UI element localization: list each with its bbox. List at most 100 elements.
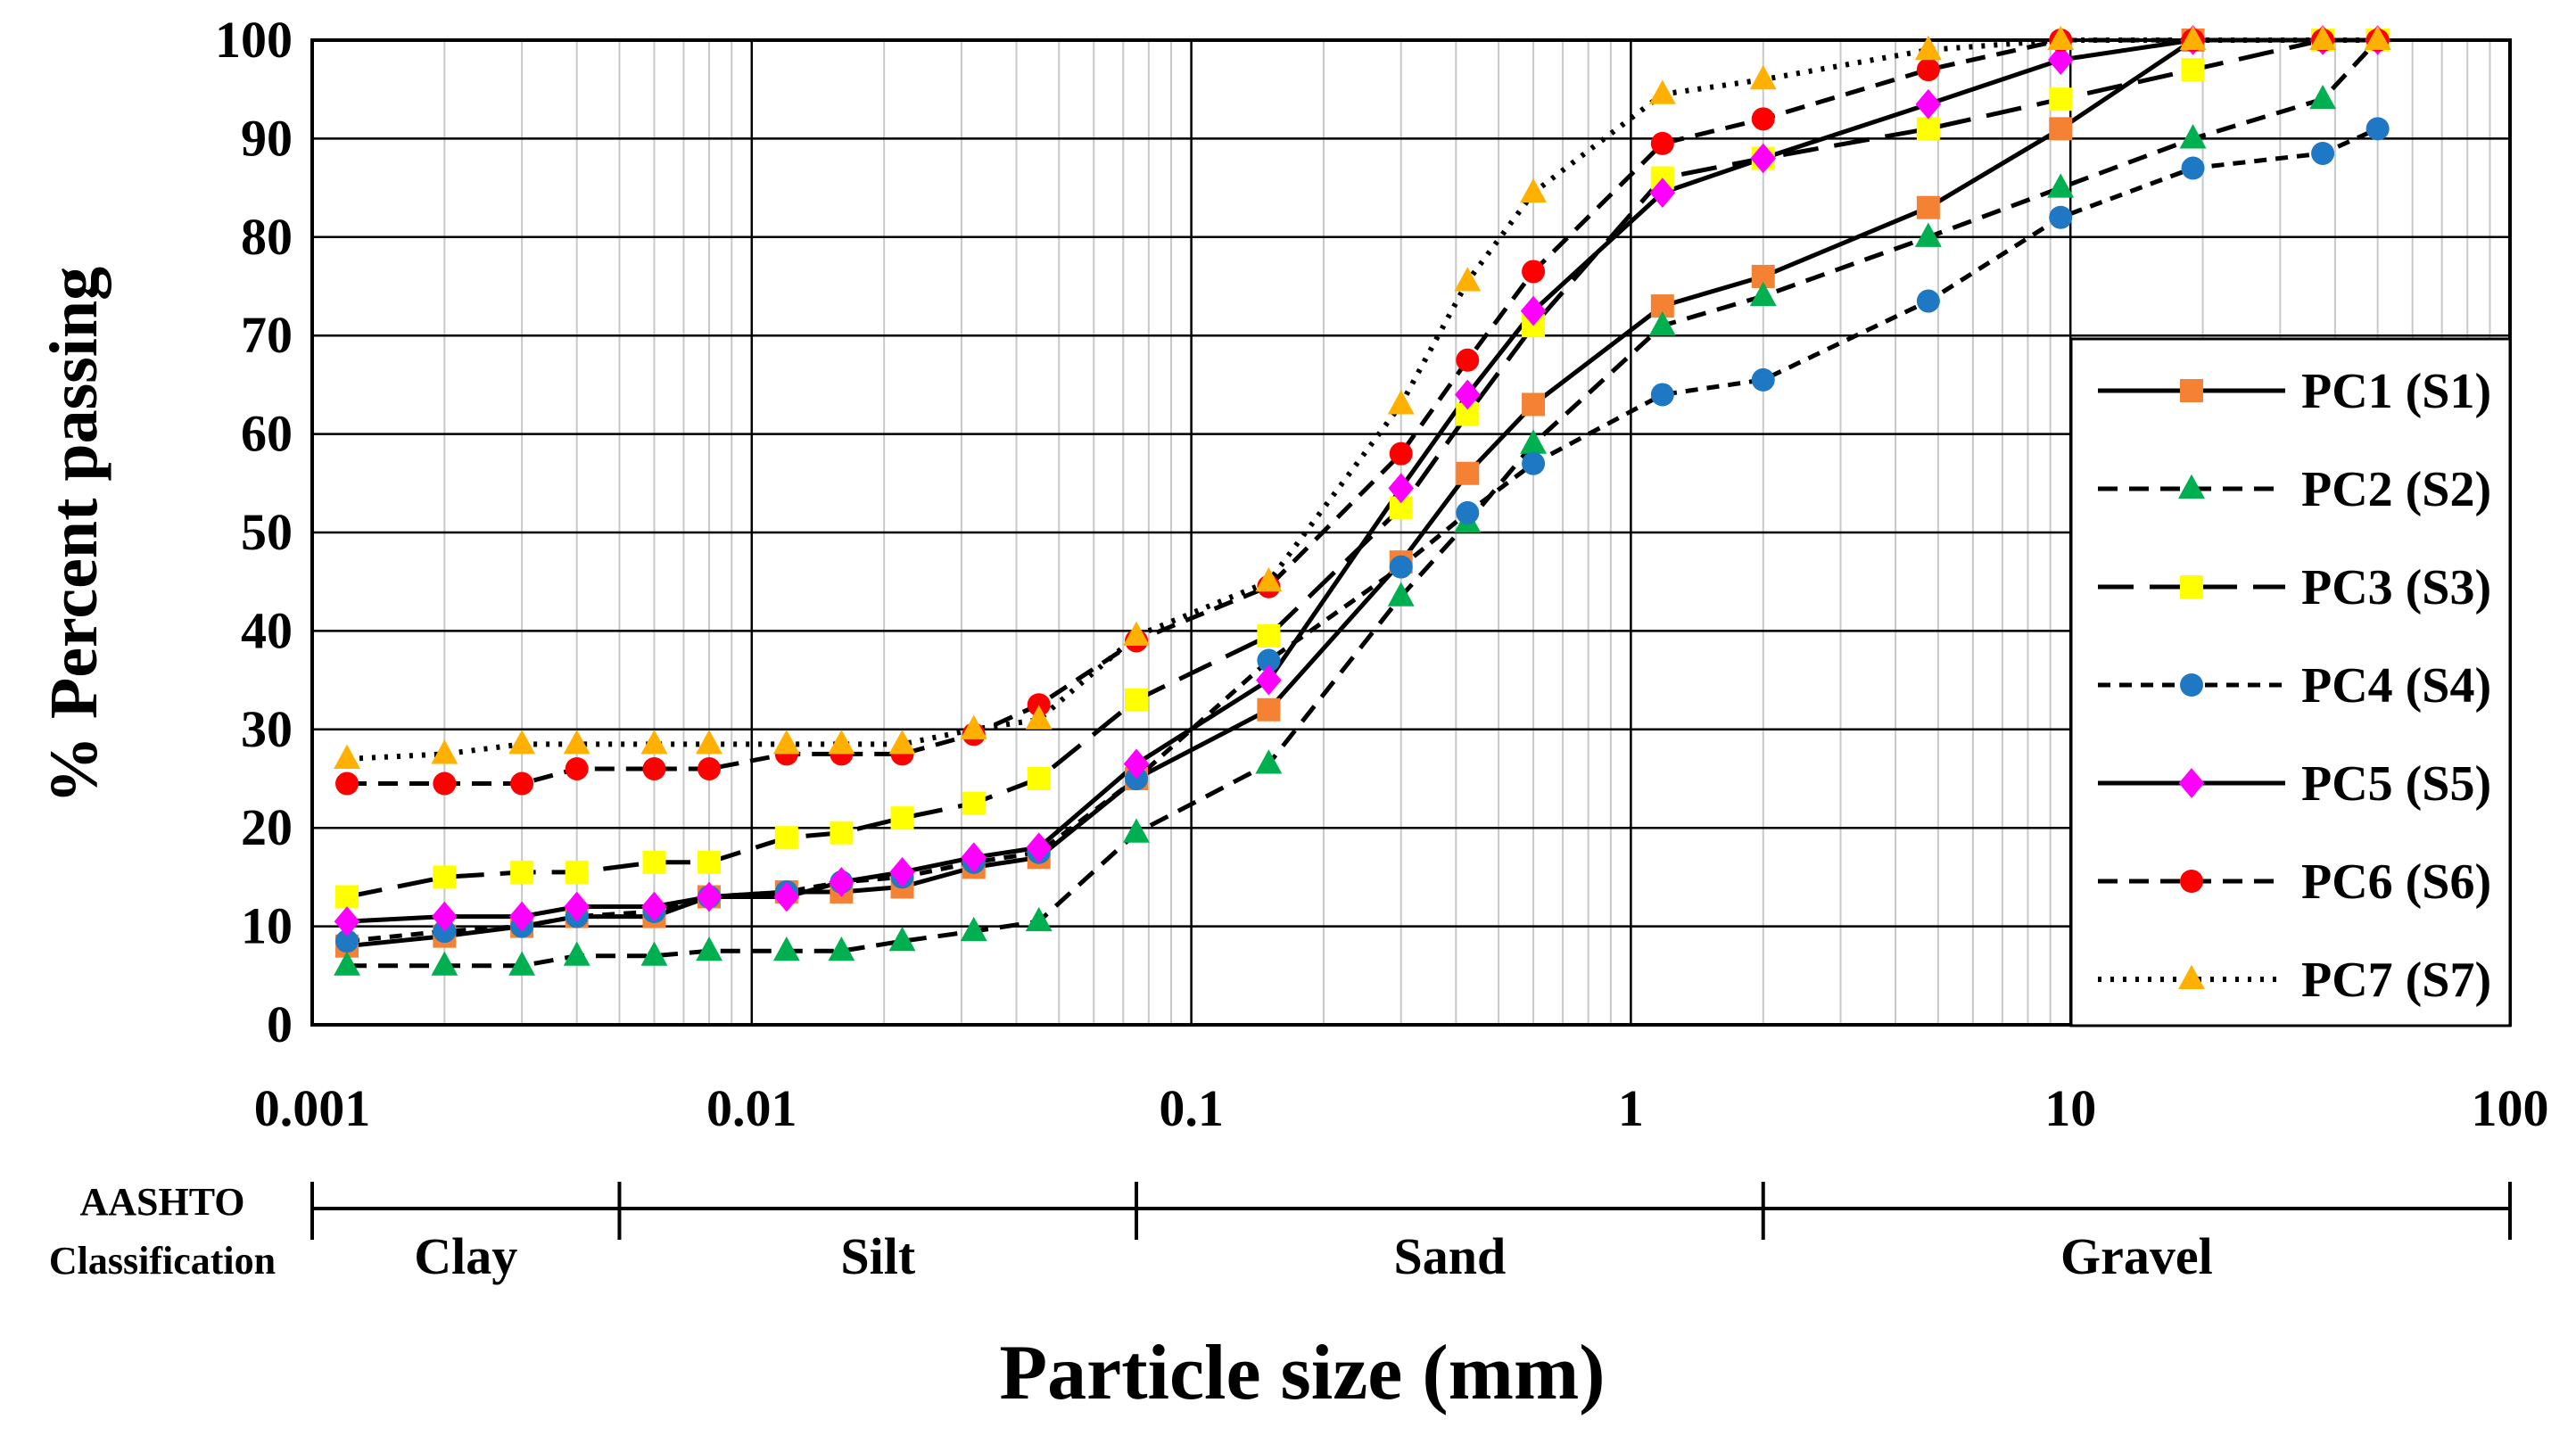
data-point-pc4 bbox=[2181, 156, 2205, 180]
data-point-pc3 bbox=[1916, 117, 1940, 141]
x-tick-label: 10 bbox=[2044, 1079, 2096, 1137]
legend-label-pc3: PC3 (S3) bbox=[2301, 560, 2491, 615]
data-point-pc6 bbox=[433, 772, 457, 796]
data-point-pc1 bbox=[1522, 392, 1546, 417]
data-point-pc6 bbox=[1456, 348, 1480, 372]
data-point-pc7 bbox=[2179, 25, 2207, 51]
data-point-pc7 bbox=[2364, 25, 2391, 51]
data-point-pc5 bbox=[564, 891, 590, 922]
data-point-pc3 bbox=[774, 826, 798, 850]
legend-marker-pc5 bbox=[2178, 768, 2205, 798]
x-tick-label: 100 bbox=[2472, 1079, 2549, 1137]
data-point-pc7 bbox=[1648, 79, 1676, 104]
data-point-pc4 bbox=[1456, 500, 1480, 524]
y-tick-label: 80 bbox=[241, 208, 293, 266]
data-point-pc7 bbox=[563, 730, 590, 755]
y-tick-label: 20 bbox=[241, 798, 293, 856]
data-point-pc2 bbox=[960, 916, 987, 942]
y-tick-label: 10 bbox=[241, 897, 293, 955]
data-point-pc2 bbox=[2047, 173, 2075, 198]
data-point-pc6 bbox=[642, 756, 666, 780]
classification-boundaries bbox=[310, 1182, 2512, 1240]
data-point-pc3 bbox=[565, 860, 589, 884]
legend-label-pc7: PC7 (S7) bbox=[2301, 953, 2491, 1008]
data-point-pc2 bbox=[563, 941, 590, 966]
data-point-pc7 bbox=[1749, 64, 1777, 90]
data-point-pc3 bbox=[2181, 58, 2205, 82]
data-point-pc4 bbox=[1522, 451, 1546, 475]
data-point-pc5 bbox=[1915, 88, 1942, 120]
data-point-pc6 bbox=[1751, 107, 1775, 131]
data-point-pc2 bbox=[2309, 84, 2337, 110]
data-point-pc2 bbox=[1648, 310, 1676, 336]
data-point-pc6 bbox=[1389, 441, 1413, 466]
data-point-pc5 bbox=[1388, 473, 1415, 504]
data-point-pc2 bbox=[772, 936, 800, 961]
data-point-pc5 bbox=[1454, 379, 1481, 410]
legend-marker-pc2 bbox=[2178, 474, 2205, 499]
data-point-pc5 bbox=[696, 881, 722, 912]
legend-label-pc5: PC5 (S5) bbox=[2301, 756, 2491, 812]
classification-zone-gravel: Gravel bbox=[2060, 1227, 2213, 1285]
data-point-pc5 bbox=[889, 856, 915, 887]
data-point-pc3 bbox=[335, 885, 359, 909]
data-point-pc6 bbox=[510, 772, 534, 796]
data-point-pc5 bbox=[829, 867, 855, 897]
data-point-pc4 bbox=[1751, 367, 1775, 392]
marker-layer bbox=[334, 25, 2391, 976]
data-point-pc2 bbox=[640, 941, 668, 966]
x-tick-label: 1 bbox=[1618, 1079, 1644, 1137]
data-point-pc7 bbox=[1520, 177, 1548, 203]
y-tick-label: 0 bbox=[267, 995, 293, 1053]
classification-zone-clay: Clay bbox=[414, 1227, 517, 1285]
data-point-pc5 bbox=[641, 891, 667, 922]
data-point-pc7 bbox=[508, 730, 536, 755]
legend-label-pc4: PC4 (S4) bbox=[2301, 658, 2491, 714]
data-point-pc1 bbox=[1916, 195, 1940, 219]
data-point-pc2 bbox=[1255, 749, 1283, 774]
data-point-pc2 bbox=[2179, 124, 2207, 149]
data-point-pc7 bbox=[696, 730, 722, 755]
data-point-pc6 bbox=[335, 772, 359, 796]
y-tick-label: 60 bbox=[241, 405, 293, 463]
legend-marker-pc4 bbox=[2180, 673, 2203, 697]
y-tick-label: 30 bbox=[241, 700, 293, 758]
data-point-pc7 bbox=[1123, 621, 1150, 646]
data-point-pc2 bbox=[1123, 818, 1150, 843]
data-point-pc5 bbox=[432, 901, 458, 932]
data-point-pc3 bbox=[890, 806, 914, 830]
classification-label-line1: AASHTO bbox=[79, 1180, 244, 1224]
aashto-classification-bar: AASHTO Classification Clay Silt Sand Gravel bbox=[49, 1180, 2512, 1285]
data-point-pc6 bbox=[698, 756, 722, 780]
data-point-pc6 bbox=[565, 756, 589, 780]
legend-box bbox=[2069, 337, 2512, 1027]
data-point-pc7 bbox=[1255, 566, 1283, 592]
data-point-pc4 bbox=[1916, 289, 1940, 313]
data-point-pc5 bbox=[334, 906, 360, 937]
y-axis-tick-labels: 0 10 20 30 40 50 60 70 80 90 100 bbox=[215, 11, 293, 1053]
data-point-pc6 bbox=[1522, 260, 1546, 284]
data-point-pc2 bbox=[1749, 281, 1777, 307]
data-point-pc1 bbox=[1456, 461, 1480, 485]
data-point-pc7 bbox=[960, 714, 987, 739]
data-point-pc3 bbox=[1257, 623, 1281, 648]
data-point-pc4 bbox=[1257, 648, 1281, 672]
data-point-pc3 bbox=[1125, 688, 1149, 712]
data-point-pc5 bbox=[1520, 295, 1547, 326]
data-point-pc5 bbox=[508, 901, 535, 932]
data-point-pc7 bbox=[888, 730, 916, 755]
data-point-pc6 bbox=[1650, 131, 1674, 155]
legend-marker-pc6 bbox=[2180, 870, 2203, 893]
data-point-pc3 bbox=[830, 821, 854, 845]
legend-label-pc6: PC6 (S6) bbox=[2301, 854, 2491, 910]
data-point-pc5 bbox=[2047, 45, 2074, 75]
data-point-pc5 bbox=[1649, 177, 1676, 209]
y-tick-label: 50 bbox=[241, 503, 293, 561]
data-point-pc7 bbox=[334, 744, 360, 769]
data-point-pc3 bbox=[698, 850, 722, 874]
y-tick-label: 40 bbox=[241, 601, 293, 659]
y-tick-label: 90 bbox=[241, 109, 293, 167]
data-point-pc4 bbox=[2049, 205, 2073, 229]
data-point-pc5 bbox=[961, 842, 987, 873]
